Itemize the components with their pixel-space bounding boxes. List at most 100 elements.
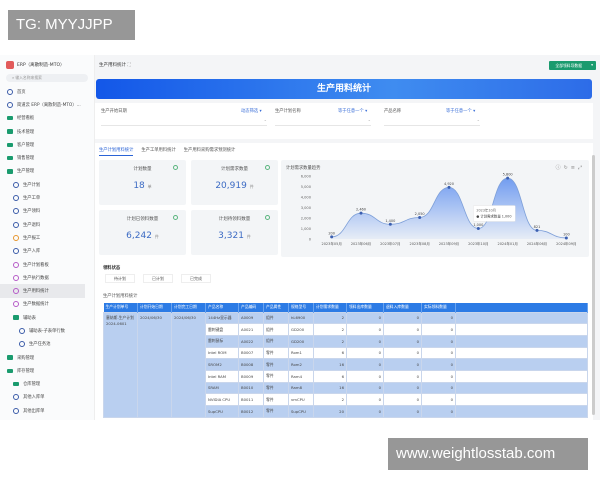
fullscreen-icon[interactable]: ⛶	[127, 63, 131, 68]
filter-plan-name-input[interactable]: ⌄	[275, 117, 371, 126]
data-label: 1,400	[385, 219, 395, 223]
table-cell: 组件	[263, 323, 289, 336]
refresh-icon[interactable]: ↻	[563, 165, 571, 171]
chevron-down-icon[interactable]: ▾	[591, 62, 593, 67]
filter-icon[interactable]: ≡	[570, 165, 578, 171]
sidebar-item[interactable]: 生产入库	[0, 245, 94, 258]
sidebar-item[interactable]: 其他入库单	[0, 391, 94, 404]
sidebar-item[interactable]: 生产报工	[0, 231, 94, 244]
sidebar-item[interactable]: 首页	[0, 85, 94, 98]
info-icon[interactable]	[173, 165, 178, 170]
column-header[interactable]: 领料出库数量	[346, 303, 384, 312]
table-cell: 0	[383, 346, 422, 360]
table-cell: A0009	[238, 311, 264, 325]
sidebar-item[interactable]: 销售管理	[0, 151, 94, 164]
scrollbar[interactable]	[592, 155, 595, 415]
filter-start-date-input[interactable]: ⌄	[101, 117, 267, 126]
table-cell-spacer	[455, 405, 588, 418]
sidebar-item-label: 客户管理	[17, 142, 35, 148]
sidebar-item[interactable]: 技术管理	[0, 125, 94, 138]
table-cell: 16	[313, 358, 347, 371]
sidebar-item[interactable]: 客户管理	[0, 138, 94, 151]
table-cell: B0008	[238, 358, 264, 371]
status-pending[interactable]: 待计划	[105, 274, 135, 283]
column-header[interactable]: 计划需求数量	[313, 303, 347, 312]
tab-workorder-material[interactable]: 生产工单用料统计	[141, 148, 176, 153]
sidebar-item[interactable]: 生产领料	[0, 205, 94, 218]
data-point[interactable]	[388, 222, 392, 226]
column-header[interactable]: 产品编码	[238, 303, 264, 312]
y-tick-label: 5,000	[301, 185, 312, 189]
sidebar-item[interactable]: 经营看板	[0, 112, 94, 125]
expand-icon[interactable]: ⤢	[577, 165, 585, 171]
form-icon	[19, 341, 25, 348]
column-header[interactable]: 产品属性	[263, 303, 289, 312]
filter-product-name-input[interactable]: ⌄	[384, 117, 480, 126]
sidebar-item[interactable]: 采购管理	[0, 351, 94, 364]
x-tick-label: 2023年06月	[351, 241, 371, 246]
data-point[interactable]	[564, 236, 568, 240]
sidebar-item[interactable]: 库存管理	[0, 364, 94, 377]
sidebar-item[interactable]: 简道云 ERP（离散制造-MTO）...	[0, 98, 94, 111]
table-cell: B0009	[238, 369, 264, 383]
data-point[interactable]	[330, 235, 334, 239]
sidebar-item[interactable]: 生产用料统计	[0, 284, 85, 298]
sidebar-item[interactable]: 生产工单	[0, 191, 94, 204]
sidebar-item[interactable]: 生产计划	[0, 178, 94, 191]
sidebar-item[interactable]: 生产执行数据	[0, 271, 94, 284]
y-tick-label: 1,000	[301, 227, 312, 231]
tab-plan-material[interactable]: 生产计划用料统计	[99, 147, 134, 156]
sidebar-item-label: 生产工单	[23, 196, 41, 202]
column-header[interactable]: 计划开始日期	[137, 303, 172, 312]
action-button[interactable]: 全部领料导数据 ▾	[549, 61, 596, 70]
status-planned[interactable]: 已计划	[143, 274, 173, 283]
kpi-to-pick: 计划待领料数量 3,321 件	[191, 210, 278, 255]
sidebar-item[interactable]: 生产退料	[0, 218, 94, 231]
table-cell: SupCPU	[288, 405, 314, 418]
sidebar-item[interactable]: 其他出库单	[0, 404, 94, 417]
tab-purchase-forecast[interactable]: 生产用料采购需求预测统计	[183, 148, 236, 153]
sidebar: ERP（离散制造-MTO） ⌕ 输入名称来搜索 首页 简道云 ERP（离散制造-M…	[0, 55, 95, 420]
sidebar-item-label: 辅助表-子表单行数	[29, 328, 65, 334]
info-icon[interactable]: ⓘ	[555, 165, 564, 171]
data-point[interactable]	[476, 227, 480, 230]
table-cell: 组件	[263, 334, 289, 348]
data-point[interactable]	[359, 211, 363, 215]
column-header[interactable]: 实际领料数量	[421, 303, 456, 312]
folder-icon	[13, 315, 19, 320]
column-header[interactable]: 生产计划单号	[103, 303, 138, 312]
data-point[interactable]	[535, 228, 539, 232]
main-content: 生产用料统计 ⛶ 全部领料导数据 ▾ 生产用料统计 生产开始日期 动态筛选 ▾ ⌄ 生…	[95, 55, 600, 420]
sidebar-item[interactable]: 生产计划看板	[0, 258, 94, 271]
status-done[interactable]: 已完成	[181, 274, 211, 283]
sidebar-item[interactable]: 生产任务池	[0, 338, 94, 351]
data-point[interactable]	[506, 176, 510, 180]
info-icon[interactable]	[265, 165, 270, 170]
table-cell: 0	[346, 323, 384, 336]
table-cell: 雷刺键盘	[205, 323, 239, 336]
column-header[interactable]: 退料入库数量	[383, 303, 422, 312]
sidebar-item[interactable]: 生产数据统计	[0, 298, 94, 311]
sidebar-item[interactable]: 辅助表-子表单行数	[0, 324, 94, 337]
sidebar-item[interactable]: 辅助表	[0, 311, 94, 324]
series-line	[331, 177, 567, 239]
table-cell: 0	[346, 369, 384, 383]
data-point[interactable]	[447, 185, 451, 189]
table-cell: 零件	[263, 358, 289, 371]
info-icon[interactable]	[173, 215, 178, 220]
filter-operator[interactable]: 动态筛选 ▾	[241, 109, 262, 114]
info-icon[interactable]	[265, 215, 270, 220]
table-cell: 0	[383, 311, 422, 325]
sidebar-item[interactable]: 仓库管理	[0, 378, 94, 391]
x-tick-label: 2024年01月	[497, 241, 517, 246]
sidebar-search-input[interactable]: ⌕ 输入名称来搜索	[6, 74, 88, 82]
column-header[interactable]: 规格型号	[288, 303, 314, 312]
column-header[interactable]: 计划完工日期	[171, 303, 206, 312]
sidebar-item[interactable]: 生产管理	[0, 165, 94, 178]
table-cell: B0011	[238, 393, 264, 406]
data-point[interactable]	[418, 215, 422, 219]
filter-operator[interactable]: 等于任意一个 ▾	[338, 109, 368, 114]
table-cell: B0007	[238, 346, 264, 360]
filter-operator[interactable]: 等于任意一个 ▾	[446, 109, 476, 114]
column-header[interactable]: 产品名称	[205, 303, 239, 312]
